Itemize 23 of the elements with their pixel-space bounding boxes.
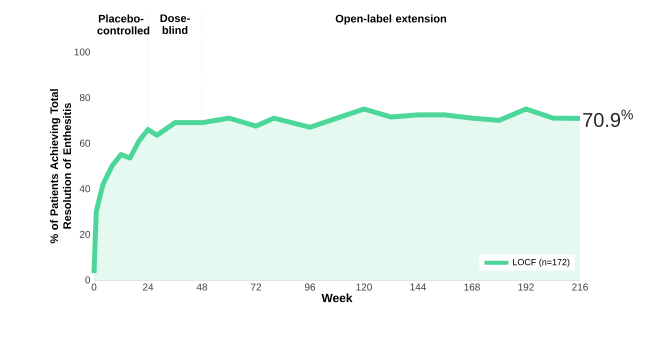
y-tick-label: 100 bbox=[74, 48, 90, 56]
x-tick-label: 168 bbox=[464, 284, 480, 291]
y-tick-label: 80 bbox=[80, 94, 90, 102]
x-tick-label: 192 bbox=[518, 284, 534, 291]
x-tick-label: 96 bbox=[304, 284, 316, 291]
x-tick-label: 0 bbox=[92, 284, 96, 291]
x-tick-label: 216 bbox=[572, 284, 588, 291]
data-label: 70.9$^{%}$ bbox=[583, 110, 633, 128]
y-tick-label: 20 bbox=[80, 230, 90, 238]
text: Dose-blind bbox=[160, 14, 190, 34]
x-tick-label: 120 bbox=[356, 284, 372, 291]
legend-label: LOCF (n=172) bbox=[513, 258, 570, 268]
x-tick-label: 144 bbox=[410, 284, 426, 290]
y-axis-title: % of Patients Achieving Total Resolution of Enthesitis bbox=[50, 89, 72, 244]
x-tick-label: 48 bbox=[196, 284, 208, 291]
text: Placebo-controlled bbox=[97, 14, 150, 34]
text: Open-label extension bbox=[336, 14, 446, 25]
x-tick-label: 72 bbox=[250, 284, 262, 290]
y-tick-label: 60 bbox=[80, 140, 90, 147]
y-tick-label: 40 bbox=[80, 185, 90, 192]
y-tick-label: 0 bbox=[85, 276, 90, 284]
x-axis-title: Week bbox=[322, 293, 353, 302]
x-tick-label: 24 bbox=[142, 284, 154, 290]
